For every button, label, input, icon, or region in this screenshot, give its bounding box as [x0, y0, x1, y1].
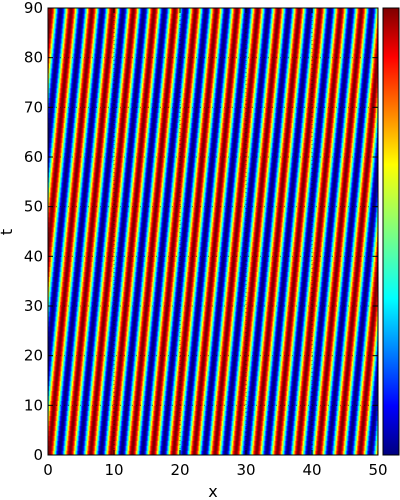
heatmap-row — [48, 445, 379, 451]
heatmap — [48, 8, 379, 456]
heatmap-row — [48, 430, 379, 436]
heatmap-row — [48, 435, 379, 441]
heatmap-row — [48, 440, 379, 446]
